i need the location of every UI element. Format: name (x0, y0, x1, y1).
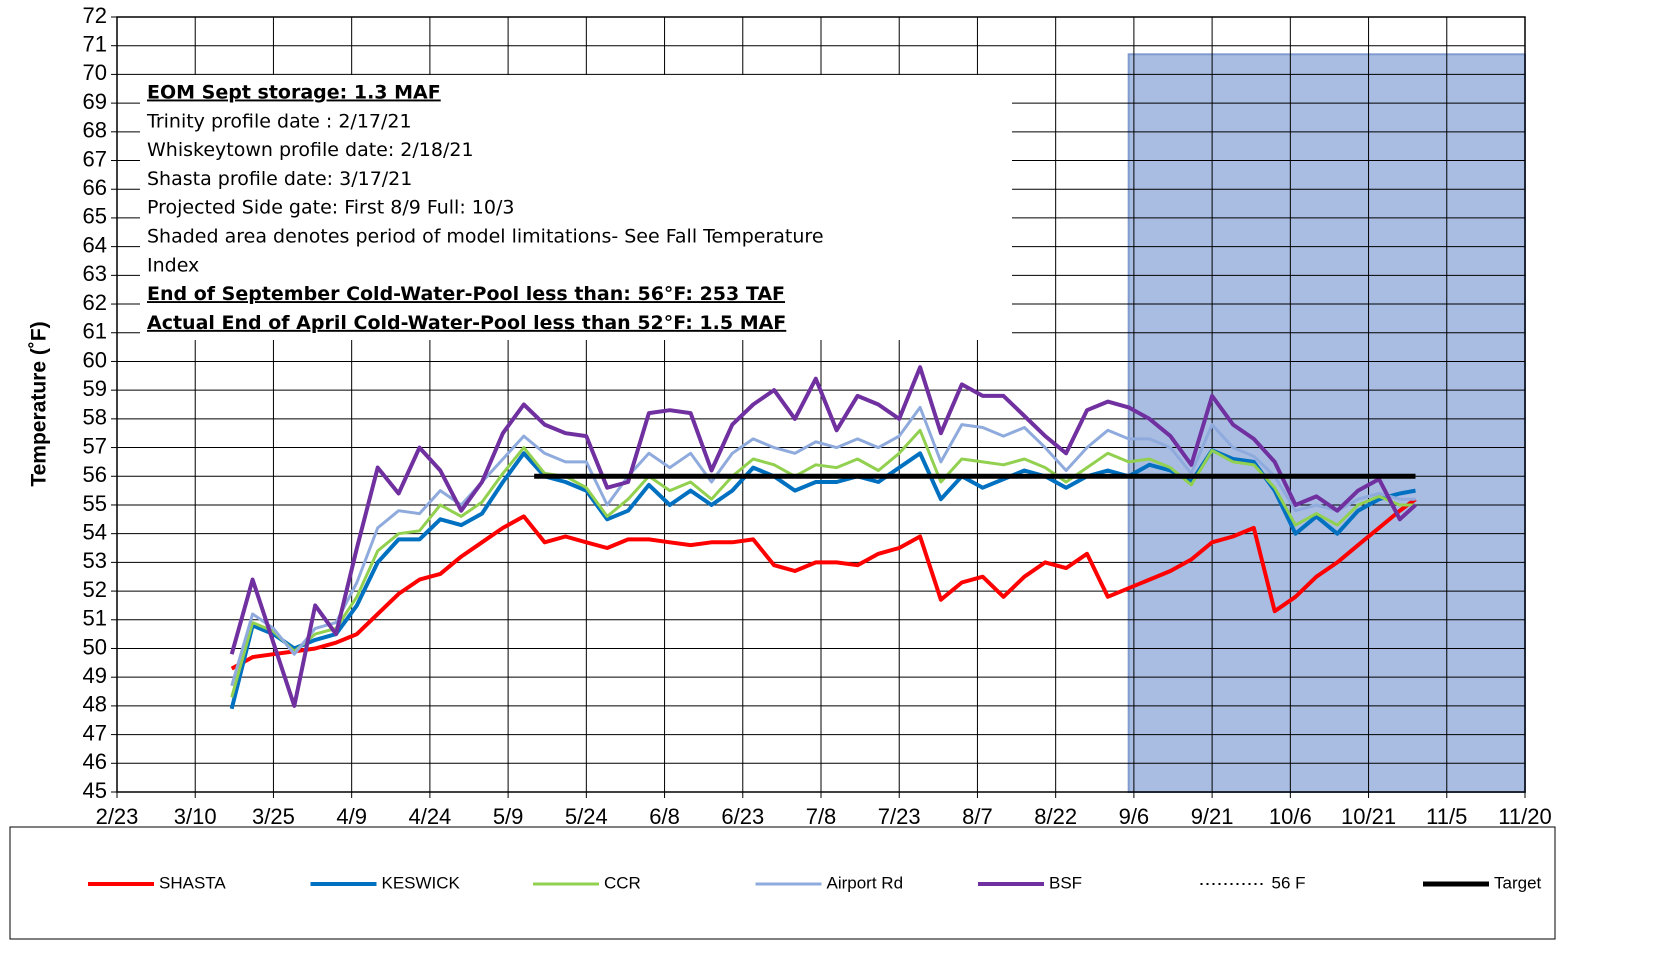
x-tick-label: 8/7 (962, 804, 993, 829)
y-tick-label: 50 (83, 634, 107, 659)
x-tick-label: 10/21 (1341, 804, 1396, 829)
x-tick-label: 11/5 (1426, 804, 1467, 829)
shade-layer (1127, 53, 1526, 793)
legend-label: Target (1494, 873, 1542, 892)
series-line (229, 365, 1417, 708)
x-tick-label: 9/21 (1191, 804, 1234, 829)
y-tick-label: 52 (83, 577, 107, 602)
y-tick-label: 68 (83, 118, 107, 143)
annotation-line: Index (147, 254, 199, 276)
y-tick-label: 69 (83, 89, 107, 114)
legend-label: KESWICK (382, 873, 461, 892)
plot-frame (116, 16, 1526, 793)
x-tick-label: 2/23 (96, 804, 139, 829)
y-tick-label: 51 (83, 606, 107, 631)
x-tick-label: 10/6 (1269, 804, 1312, 829)
y-tick-label: 54 (83, 519, 107, 544)
legend-label: SHASTA (159, 873, 226, 892)
annotation-line: Shasta profile date: 3/17/21 (147, 168, 412, 190)
annotation-line: Trinity profile date : 2/17/21 (146, 110, 412, 132)
shaded-region (1127, 53, 1526, 793)
y-tick-label: 58 (83, 405, 107, 430)
y-tick-label: 53 (83, 548, 107, 573)
y-tick-label: 63 (83, 261, 107, 286)
x-tick-label: 7/8 (806, 804, 837, 829)
series-line (230, 405, 1416, 687)
y-tick-label: 48 (83, 692, 107, 717)
series-line (230, 428, 1416, 698)
y-tick-label: 59 (83, 376, 107, 401)
annotation-box: EOM Sept storage: 1.3 MAF Trinity profile… (140, 75, 1012, 340)
y-tick-label: 47 (83, 720, 107, 745)
x-tick-label: 11/20 (1498, 804, 1551, 829)
x-tick-label: 5/24 (565, 804, 608, 829)
legend: SHASTA KESWICK CCR Airport Rd BSF 56 F Target (9, 826, 1556, 940)
annotation-line: End of September Cold-Water-Pool less th… (147, 283, 785, 305)
annotation-background (140, 75, 1012, 340)
x-tick-label: 7/23 (878, 804, 921, 829)
annotation-line: Shaded area denotes period of model limi… (147, 226, 824, 248)
y-tick-label: 57 (83, 433, 107, 458)
y-axis-title: Temperature (˚F) (28, 321, 51, 486)
x-tick-label: 4/24 (408, 804, 451, 829)
x-tick-label: 8/22 (1034, 804, 1077, 829)
x-tick-label: 9/6 (1119, 804, 1150, 829)
annotation-line: EOM Sept storage: 1.3 MAF (147, 82, 441, 104)
y-tick-label: 70 (83, 60, 107, 85)
y-tick-label: 56 (83, 462, 107, 487)
y-tick-label: 55 (83, 491, 107, 516)
y-tick-label: 46 (83, 749, 107, 774)
y-tick-label: 71 (83, 32, 107, 57)
legend-label: 56 F (1272, 873, 1306, 892)
y-tick-label: 72 (83, 3, 107, 28)
y-tick-label: 67 (83, 146, 107, 171)
y-tick-label: 49 (83, 663, 107, 688)
x-tick-label: 6/8 (649, 804, 680, 829)
series-line (230, 497, 1417, 671)
annotation-line: Whiskeytown profile date: 2/18/21 (147, 139, 474, 161)
y-tick-label: 45 (83, 778, 107, 803)
legend-label: CCR (604, 873, 641, 892)
x-tick-label: 5/9 (493, 804, 524, 829)
y-tick-label: 62 (83, 290, 107, 315)
axes-layer: 45 46 47 48 49 50 51 52 53 54 55 56 57 58 59 60 61 62 63 64… (83, 3, 1552, 829)
y-tick-label: 60 (83, 347, 107, 372)
legend-label: BSF (1049, 873, 1082, 892)
y-tick-label: 66 (83, 175, 107, 200)
annotation-line: Actual End of April Cold-Water-Pool less… (147, 312, 786, 334)
y-tick-label: 65 (83, 204, 107, 229)
x-tick-label: 4/9 (336, 804, 367, 829)
y-tick-label: 61 (83, 319, 107, 344)
x-tick-label: 3/25 (252, 804, 295, 829)
x-tick-label: 6/23 (721, 804, 764, 829)
lines-layer (229, 365, 1417, 710)
annotation-line: Projected Side gate: First 8/9 Full: 10/… (147, 197, 514, 219)
y-tick-label: 64 (83, 232, 107, 257)
legend-label: Airport Rd (827, 873, 904, 892)
x-tick-label: 3/10 (174, 804, 217, 829)
